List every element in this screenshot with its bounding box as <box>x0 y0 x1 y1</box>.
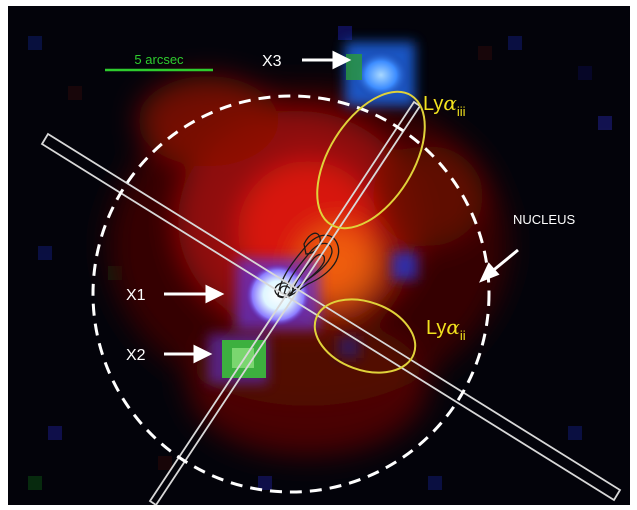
x3-label: X3 <box>262 53 282 70</box>
nucleus-label: NUCLEUS <box>513 212 575 227</box>
scale-bar-label: 5 arcsec <box>134 52 184 67</box>
lya-iii-ellipse <box>316 90 426 230</box>
slit-2 <box>148 100 422 505</box>
arrow-nucleus <box>479 248 519 283</box>
lya-ii-label: Lyαii <box>426 315 466 343</box>
arrow-x1 <box>164 284 225 304</box>
x2-source-blob <box>208 334 268 384</box>
false-color-image: 5 arcsec X3 X1 X2 NUCLEUS Lyαiii Lyαii <box>8 6 630 505</box>
arrow-x2 <box>164 344 213 364</box>
lya-ii-base: Ly <box>426 317 446 339</box>
lya-iii-base: Ly <box>423 93 443 115</box>
nucleus-aperture <box>91 94 491 494</box>
lya-iii-subscript: iii <box>457 104 466 119</box>
sky-canvas: 5 arcsec X3 X1 X2 NUCLEUS Lyαiii Lyαii <box>28 26 622 505</box>
arrow-x3 <box>302 50 352 70</box>
x1-label: X1 <box>126 287 146 304</box>
lya-ii-subscript: ii <box>460 328 466 343</box>
lya-ii-greek: α <box>446 315 460 339</box>
lya-iii-greek: α <box>443 91 457 115</box>
blue-emission <box>338 252 418 358</box>
slit-1 <box>40 132 622 502</box>
x2-label: X2 <box>126 347 146 364</box>
lya-ii-ellipse <box>313 298 417 374</box>
lya-iii-label: Lyαiii <box>423 91 466 119</box>
